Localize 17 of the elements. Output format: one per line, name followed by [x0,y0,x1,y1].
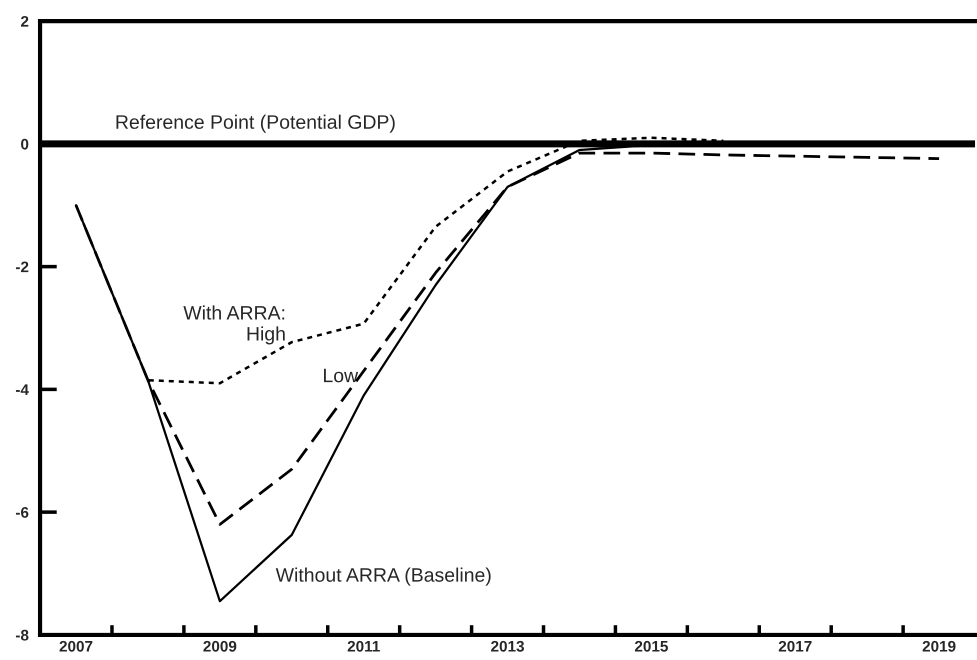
x-tick-label: 2011 [348,640,380,652]
y-tick-label: -8 [16,630,28,641]
ref-line-label: Reference Point (Potential GDP) [116,114,395,133]
y-tick-label: -2 [16,262,28,272]
annotation: Low [324,368,358,382]
y-tick-label: -6 [16,507,28,518]
y-tick-label: -4 [16,384,29,395]
x-tick-label: 2015 [634,640,668,652]
annotation: Without ARRA (Baseline) [276,568,491,586]
x-tick-label: 2007 [60,640,92,652]
y-tick-label: 2 [20,16,28,27]
x-tick-label: 2013 [491,640,524,652]
annotation: With ARRA: High [183,305,285,344]
y-tick-label: 0 [21,138,28,150]
x-tick-label: 2017 [778,640,812,652]
x-tick-label: 2009 [203,640,236,652]
x-tick-label: 2019 [922,640,956,652]
